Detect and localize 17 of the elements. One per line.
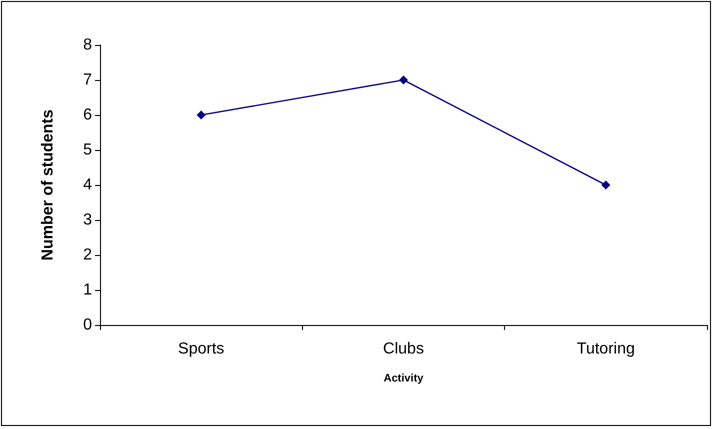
- point: [196, 110, 206, 120]
- y-axis-title: Number of students: [40, 109, 56, 261]
- y-tick-label: 7: [83, 72, 92, 88]
- x-axis-title: Activity: [384, 372, 424, 384]
- y-tick-label: 8: [83, 36, 92, 54]
- y-tick-label: 1: [83, 282, 92, 298]
- x-tick-label: Clubs: [383, 340, 424, 358]
- x-tick-label: Tutoring: [576, 340, 635, 358]
- y-tick-label: 4: [83, 176, 92, 194]
- x-tick-label: Sports: [178, 340, 224, 358]
- point: [601, 180, 610, 190]
- y-tick-label: 5: [83, 142, 92, 158]
- y-tick-label: 6: [83, 106, 92, 124]
- y-tick-label: 3: [83, 212, 92, 228]
- y-tick-label: 0: [83, 316, 92, 334]
- point: [399, 76, 408, 84]
- y-tick-label: 2: [83, 246, 92, 264]
